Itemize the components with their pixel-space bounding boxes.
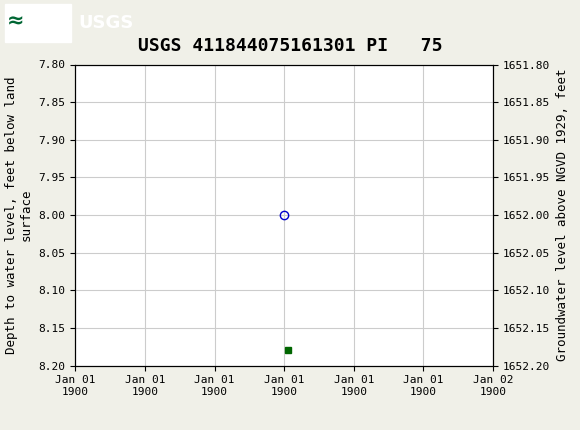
Text: ≈: ≈ (7, 12, 24, 32)
Y-axis label: Groundwater level above NGVD 1929, feet: Groundwater level above NGVD 1929, feet (556, 69, 568, 361)
Y-axis label: Depth to water level, feet below land
surface: Depth to water level, feet below land su… (5, 76, 33, 354)
Text: USGS 411844075161301 PI   75: USGS 411844075161301 PI 75 (138, 37, 442, 55)
FancyBboxPatch shape (5, 3, 71, 42)
Text: USGS: USGS (78, 14, 133, 31)
